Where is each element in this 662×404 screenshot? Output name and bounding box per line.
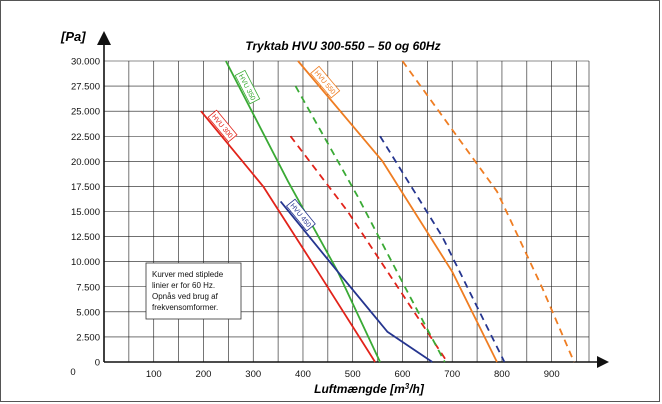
curve-label-box (285, 198, 316, 232)
note-line: Opnås ved brug af (152, 292, 219, 301)
note-line: Kurver med stiplede (152, 270, 224, 279)
y-axis-arrow (97, 31, 111, 45)
curve-label-box (207, 109, 238, 143)
y-tick-label: 2.500 (76, 332, 100, 343)
curves (200, 60, 575, 363)
curve-50hz (225, 60, 381, 363)
curve-60hz (289, 135, 448, 363)
chart-title: Tryktab HVU 300-550 – 50 og 60Hz (245, 39, 440, 53)
y-axis-label: [Pa] (60, 29, 86, 44)
x-tick-label: 200 (196, 369, 212, 380)
curve-label-box (310, 65, 341, 99)
x-tick-label: 0 (70, 367, 75, 378)
y-tick-label: 12.500 (71, 232, 100, 243)
y-tick-label: 27.500 (71, 82, 100, 93)
x-tick-label: 600 (395, 369, 411, 380)
note-box-border (145, 262, 242, 320)
y-tick-label: 30.000 (71, 57, 100, 68)
curve-60hz (294, 85, 446, 363)
note-line: frekvensomformer. (152, 303, 218, 312)
axes (97, 31, 609, 368)
y-tick-label: 20.000 (71, 157, 100, 168)
y-tick-label: 15.000 (71, 207, 100, 218)
y-tick-label: 22.500 (71, 132, 100, 143)
x-tick-label: 700 (444, 369, 460, 380)
x-tick-label: 500 (345, 369, 361, 380)
curve-50hz (279, 200, 433, 363)
curve-50hz (297, 60, 498, 363)
x-tick-label: 400 (295, 369, 311, 380)
x-tick-label: 300 (245, 369, 261, 380)
x-axis-arrow (597, 356, 609, 368)
curve-50hz (200, 110, 376, 363)
y-tick-label: 7.500 (76, 282, 100, 293)
curve-label-box (234, 69, 261, 105)
y-tick-label: 10.000 (71, 257, 100, 268)
tick-labels: 0 2.500 5.000 7.500 10.000 12.500 15.000 17.500… (70, 57, 559, 381)
curve-60hz (379, 135, 506, 363)
x-tick-label: 800 (494, 369, 510, 380)
x-tick-label: 900 (544, 369, 560, 380)
note-line: linier er for 60 Hz. (152, 281, 215, 290)
y-tick-label: 25.000 (71, 107, 100, 118)
note-box: Kurver med stiplede linier er for 60 Hz.… (145, 262, 242, 320)
x-tick-label: 100 (146, 369, 162, 380)
y-tick-label: 5.000 (76, 307, 100, 318)
y-tick-label: 0 (95, 358, 100, 369)
x-axis-label: Luftmængde [m3/h] (314, 382, 425, 396)
y-tick-label: 17.500 (71, 182, 100, 193)
